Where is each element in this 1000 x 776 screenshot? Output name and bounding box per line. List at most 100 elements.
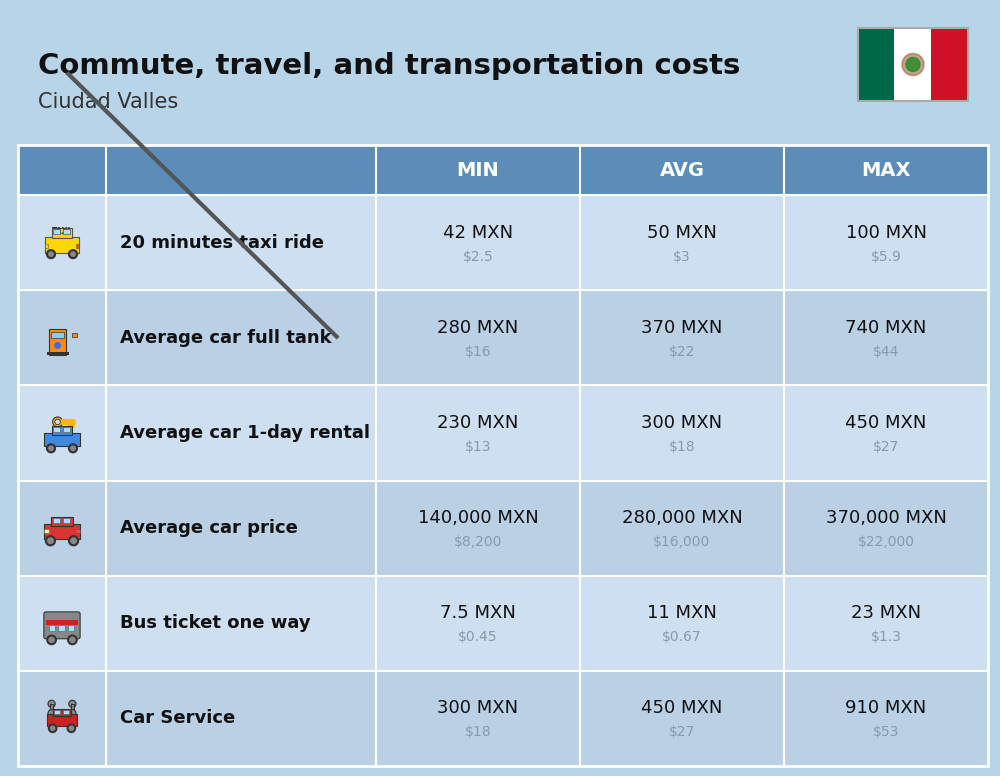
Circle shape bbox=[71, 252, 75, 256]
Bar bbox=[51, 517, 73, 526]
Bar bbox=[54, 710, 60, 714]
Bar bbox=[44, 433, 80, 446]
Circle shape bbox=[69, 250, 77, 258]
Circle shape bbox=[49, 252, 53, 256]
Text: $3: $3 bbox=[673, 250, 691, 264]
Circle shape bbox=[69, 700, 76, 708]
Text: 450 MXN: 450 MXN bbox=[845, 414, 927, 432]
Bar bbox=[858, 28, 968, 101]
Circle shape bbox=[69, 535, 78, 546]
Circle shape bbox=[48, 709, 55, 717]
Text: 300 MXN: 300 MXN bbox=[641, 414, 723, 432]
Circle shape bbox=[69, 444, 77, 452]
Text: $44: $44 bbox=[873, 345, 899, 359]
Text: 7.5 MXN: 7.5 MXN bbox=[440, 605, 516, 622]
FancyBboxPatch shape bbox=[44, 612, 80, 639]
Text: 280 MXN: 280 MXN bbox=[437, 319, 519, 337]
Text: $53: $53 bbox=[873, 726, 899, 740]
Text: AVG: AVG bbox=[660, 161, 704, 179]
Circle shape bbox=[47, 250, 55, 258]
Bar bbox=[858, 28, 894, 101]
Bar bbox=[75, 529, 80, 533]
Text: $0.67: $0.67 bbox=[662, 630, 702, 644]
Circle shape bbox=[46, 535, 55, 546]
Bar bbox=[18, 195, 988, 290]
Text: $2.5: $2.5 bbox=[463, 250, 493, 264]
Bar bbox=[58, 625, 65, 631]
Text: MIN: MIN bbox=[457, 161, 499, 179]
Circle shape bbox=[49, 446, 53, 451]
Bar bbox=[894, 28, 930, 101]
Bar bbox=[18, 145, 988, 766]
Circle shape bbox=[71, 446, 75, 451]
Bar bbox=[53, 229, 60, 234]
Bar bbox=[18, 386, 988, 480]
Text: 20 minutes taxi ride: 20 minutes taxi ride bbox=[120, 234, 324, 251]
Bar bbox=[72, 334, 77, 337]
Bar bbox=[49, 625, 55, 631]
Circle shape bbox=[48, 538, 53, 543]
Text: $27: $27 bbox=[669, 726, 695, 740]
Text: $18: $18 bbox=[669, 440, 695, 454]
Bar bbox=[931, 28, 969, 101]
Bar bbox=[63, 518, 70, 523]
Bar bbox=[63, 229, 70, 234]
Text: Average car full tank: Average car full tank bbox=[120, 329, 332, 347]
Text: Average car 1-day rental: Average car 1-day rental bbox=[120, 424, 370, 442]
Text: 300 MXN: 300 MXN bbox=[437, 699, 519, 718]
Text: $16,000: $16,000 bbox=[653, 535, 711, 549]
Text: 370,000 MXN: 370,000 MXN bbox=[826, 509, 946, 527]
Circle shape bbox=[69, 709, 76, 717]
Circle shape bbox=[47, 444, 55, 452]
Text: TAXI: TAXI bbox=[52, 227, 72, 236]
Text: 11 MXN: 11 MXN bbox=[647, 605, 717, 622]
Bar bbox=[53, 427, 60, 431]
Bar bbox=[71, 704, 74, 713]
Text: 23 MXN: 23 MXN bbox=[851, 605, 921, 622]
Circle shape bbox=[48, 724, 57, 733]
Bar bbox=[18, 145, 988, 195]
Bar bbox=[44, 529, 49, 533]
Text: 910 MXN: 910 MXN bbox=[845, 699, 927, 718]
Text: 370 MXN: 370 MXN bbox=[641, 319, 723, 337]
Text: $8,200: $8,200 bbox=[454, 535, 502, 549]
Text: 140,000 MXN: 140,000 MXN bbox=[418, 509, 538, 527]
Text: $22,000: $22,000 bbox=[858, 535, 914, 549]
Bar bbox=[52, 426, 72, 435]
Circle shape bbox=[48, 700, 55, 708]
Text: $16: $16 bbox=[465, 345, 491, 359]
Circle shape bbox=[55, 419, 60, 424]
Bar bbox=[63, 427, 70, 431]
Text: 230 MXN: 230 MXN bbox=[437, 414, 519, 432]
Text: Commute, travel, and transportation costs: Commute, travel, and transportation cost… bbox=[38, 52, 740, 80]
Bar bbox=[63, 710, 69, 714]
Text: Ciudad Valles: Ciudad Valles bbox=[38, 92, 178, 112]
Bar bbox=[858, 28, 968, 101]
Circle shape bbox=[71, 538, 76, 543]
Text: $18: $18 bbox=[465, 726, 491, 740]
Text: 280,000 MXN: 280,000 MXN bbox=[622, 509, 742, 527]
Circle shape bbox=[51, 726, 55, 730]
Text: 100 MXN: 100 MXN bbox=[846, 223, 926, 241]
Circle shape bbox=[47, 636, 56, 645]
Bar bbox=[51, 332, 64, 338]
Text: 50 MXN: 50 MXN bbox=[647, 223, 717, 241]
Circle shape bbox=[68, 636, 77, 645]
Text: Bus ticket one way: Bus ticket one way bbox=[120, 615, 311, 632]
Text: Car Service: Car Service bbox=[120, 709, 235, 727]
Text: $22: $22 bbox=[669, 345, 695, 359]
Text: $13: $13 bbox=[465, 440, 491, 454]
Circle shape bbox=[902, 54, 924, 75]
Text: 450 MXN: 450 MXN bbox=[641, 699, 723, 718]
Bar bbox=[50, 704, 53, 713]
Circle shape bbox=[55, 343, 60, 348]
Bar bbox=[53, 709, 71, 716]
Bar bbox=[45, 244, 48, 248]
Text: $1.3: $1.3 bbox=[871, 630, 901, 644]
Circle shape bbox=[53, 417, 63, 427]
Bar bbox=[53, 518, 60, 523]
Bar bbox=[44, 525, 80, 539]
Bar bbox=[47, 714, 77, 726]
Text: MAX: MAX bbox=[861, 161, 911, 179]
Circle shape bbox=[69, 726, 73, 730]
